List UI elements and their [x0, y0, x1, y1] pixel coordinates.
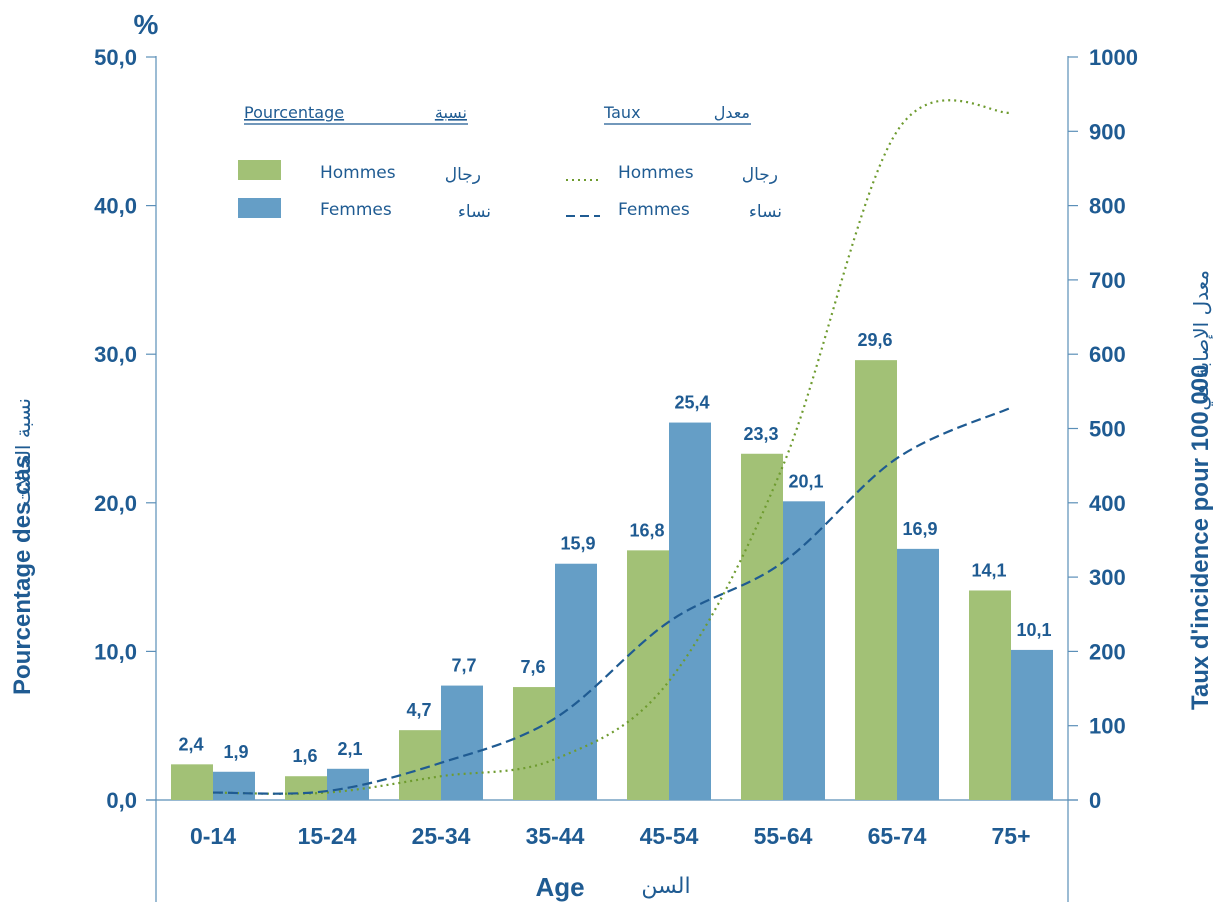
- legend: Pourcentage نسبة Taux معدل Hommes رجال F…: [238, 103, 782, 222]
- bar-hommes-65-74: [855, 360, 897, 800]
- right-axis-ticks: 0 100 200 300 400 500 600 700 800 900 1000: [1068, 45, 1138, 813]
- bar-hommes-0-14: [171, 764, 213, 800]
- right-tick-label: 600: [1089, 342, 1126, 367]
- rate-lines: [212, 99, 1012, 795]
- data-label-femmes-65-74: 16,9: [902, 519, 937, 539]
- bar-hommes-45-54: [627, 550, 669, 800]
- bar-hommes-15-24: [285, 776, 327, 800]
- bar-hommes-55-64: [741, 453, 783, 800]
- category-label: 25-34: [412, 823, 471, 849]
- left-tick-label: 0,0: [106, 788, 137, 813]
- x-axis-title-ar: السن: [641, 874, 690, 899]
- bar-femmes-75+: [1011, 649, 1053, 800]
- bar-femmes-25-34: [441, 685, 483, 800]
- category-label: 45-54: [640, 823, 699, 849]
- data-label-femmes-35-44: 15,9: [560, 534, 595, 554]
- legend-bars-title-ar: نسبة: [435, 103, 467, 122]
- left-tick-label: 40,0: [94, 194, 137, 219]
- right-tick-label: 0: [1089, 788, 1101, 813]
- percent-unit-label: %: [134, 9, 159, 40]
- data-label-hommes-15-24: 1,6: [292, 746, 317, 766]
- right-tick-label: 200: [1089, 639, 1126, 664]
- right-tick-label: 400: [1089, 491, 1126, 516]
- data-label-hommes-55-64: 23,3: [743, 424, 778, 444]
- left-axis-title-ar: نسبة الحالات: [11, 398, 35, 505]
- data-label-hommes-0-14: 2,4: [178, 734, 203, 754]
- data-label-femmes-25-34: 7,7: [451, 656, 476, 676]
- category-label: 65-74: [868, 823, 927, 849]
- bar-femmes-0-14: [213, 771, 255, 800]
- rate-line-femmes: [212, 406, 1012, 795]
- bar-femmes-55-64: [783, 501, 825, 800]
- right-tick-label: 500: [1089, 417, 1126, 442]
- category-label: 55-64: [754, 823, 813, 849]
- right-tick-label: 700: [1089, 268, 1126, 293]
- bar-femmes-15-24: [327, 768, 369, 800]
- legend-men-bar-swatch: [238, 160, 281, 180]
- category-labels: 0-14 15-24 25-34 35-44 45-54 55-64 65-74 75+: [190, 823, 1031, 849]
- right-tick-label: 300: [1089, 565, 1126, 590]
- legend-lines-title-fr: Taux: [603, 103, 641, 122]
- legend-women-bar-ar: نساء: [458, 202, 491, 222]
- legend-men-bar-fr: Hommes: [320, 163, 396, 183]
- left-axis-ticks: 0,0 10,0 20,0 30,0 40,0 50,0: [94, 45, 156, 813]
- data-label-hommes-45-54: 16,8: [629, 520, 664, 540]
- data-label-femmes-55-64: 20,1: [788, 471, 823, 491]
- bar-hommes-75+: [969, 590, 1011, 800]
- data-label-femmes-75+: 10,1: [1016, 620, 1051, 640]
- legend-women-bar-fr: Femmes: [320, 200, 392, 220]
- right-axis-title-fr: Taux d'incidence pour 100 000: [1187, 365, 1214, 710]
- right-tick-label: 100: [1089, 714, 1126, 739]
- category-label: 75+: [991, 823, 1030, 849]
- bar-femmes-45-54: [669, 422, 711, 800]
- right-tick-label: 800: [1089, 194, 1126, 219]
- data-label-hommes-75+: 14,1: [971, 560, 1006, 580]
- bar-femmes-65-74: [897, 548, 939, 800]
- category-label: 35-44: [526, 823, 585, 849]
- legend-women-line-fr: Femmes: [618, 200, 690, 220]
- legend-women-bar-swatch: [238, 198, 281, 218]
- data-label-femmes-45-54: 25,4: [674, 393, 709, 413]
- legend-lines-title-ar: معدل: [714, 103, 750, 122]
- x-axis-title-fr: Age: [535, 872, 584, 902]
- right-tick-label: 900: [1089, 119, 1126, 144]
- data-label-hommes-35-44: 7,6: [520, 657, 545, 677]
- bar-hommes-25-34: [399, 730, 441, 800]
- data-label-femmes-15-24: 2,1: [337, 739, 362, 759]
- bars: 2,4 1,6 4,7 7,6 16,8 23,3 29,6 14,1 1,9 2,1 7,7 15,…: [171, 330, 1053, 800]
- right-axis-title-ar: معدل الإصابة في: [1189, 270, 1214, 411]
- legend-men-line-ar: رجال: [742, 165, 778, 185]
- data-label-femmes-0-14: 1,9: [223, 742, 248, 762]
- data-label-hommes-65-74: 29,6: [857, 330, 892, 350]
- left-tick-label: 10,0: [94, 639, 137, 664]
- left-tick-label: 50,0: [94, 45, 137, 70]
- right-tick-label: 1000: [1089, 45, 1138, 70]
- category-label: 0-14: [190, 823, 236, 849]
- legend-women-line-ar: نساء: [749, 202, 782, 222]
- category-label: 15-24: [298, 823, 357, 849]
- left-tick-label: 30,0: [94, 342, 137, 367]
- left-tick-label: 20,0: [94, 491, 137, 516]
- data-label-hommes-25-34: 4,7: [406, 700, 431, 720]
- legend-men-bar-ar: رجال: [445, 165, 481, 185]
- legend-bars-title-fr: Pourcentage: [244, 103, 344, 122]
- bar-femmes-35-44: [555, 563, 597, 800]
- left-axis-title-fr: Pourcentage des cas: [9, 455, 36, 695]
- bar-hommes-35-44: [513, 687, 555, 800]
- legend-men-line-fr: Hommes: [618, 163, 694, 183]
